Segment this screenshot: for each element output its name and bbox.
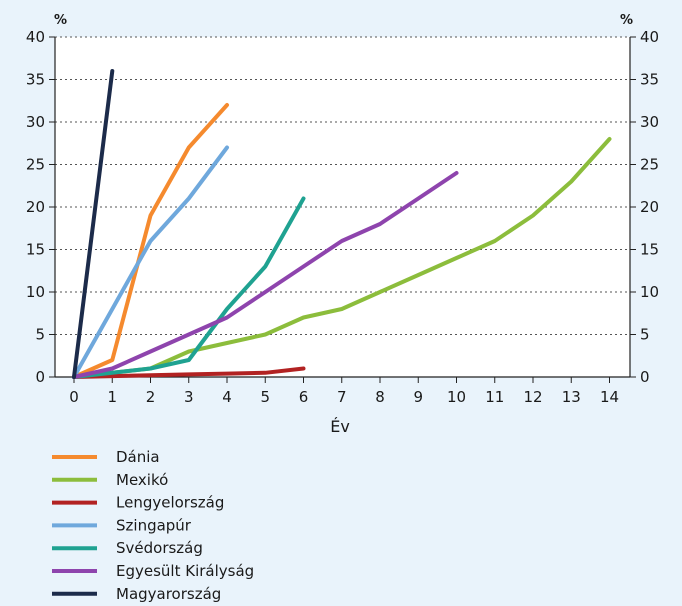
series-line-1 [72, 137, 612, 379]
y-tick-label-left: 20 [26, 198, 45, 216]
legend-label: Lengyelország [116, 494, 224, 512]
x-tick-label: 7 [337, 388, 347, 406]
x-tick-label: 1 [107, 388, 117, 406]
y-tick-label-left: 5 [35, 326, 45, 344]
x-tick-label: 3 [184, 388, 194, 406]
legend-label: Dánia [116, 448, 160, 466]
legend-label: Szingapúr [116, 516, 192, 534]
y-tick-label-left: 35 [26, 71, 45, 89]
y-tick-label-right: 25 [640, 156, 659, 174]
x-tick-label: 8 [375, 388, 385, 406]
y-tick-label-right: 30 [640, 113, 659, 131]
series-line-5 [72, 171, 459, 379]
x-tick-label: 2 [146, 388, 156, 406]
legend-label: Egyesült Királyság [116, 562, 254, 580]
y-unit-label-right: % [620, 13, 633, 28]
legend-label: Svédország [116, 539, 203, 557]
x-tick-label: 6 [299, 388, 309, 406]
series-line-6 [72, 69, 115, 379]
y-tick-label-left: 30 [26, 113, 45, 131]
series-line-3 [72, 145, 229, 379]
y-tick-label-left: 10 [26, 283, 45, 301]
y-tick-label-left: 0 [35, 368, 45, 386]
x-tick-label: 4 [222, 388, 232, 406]
series-line-0 [72, 103, 229, 379]
x-tick-label: 12 [523, 388, 542, 406]
y-tick-label-right: 10 [640, 283, 659, 301]
x-tick-label: 13 [562, 388, 581, 406]
x-tick-label: 0 [69, 388, 79, 406]
y-tick-label-right: 20 [640, 198, 659, 216]
series-line-4 [72, 196, 306, 379]
x-tick-label: 11 [485, 388, 504, 406]
y-tick-label-left: 15 [26, 241, 45, 259]
y-tick-label-right: 5 [640, 326, 650, 344]
x-tick-label: 10 [447, 388, 466, 406]
x-axis-title: Év [330, 417, 350, 436]
y-unit-label-left: % [54, 13, 67, 28]
legend-label: Mexikó [116, 471, 168, 489]
series-line-2 [72, 366, 306, 379]
x-tick-label: 5 [260, 388, 270, 406]
y-tick-label-left: 25 [26, 156, 45, 174]
y-tick-label-right: 0 [640, 368, 650, 386]
x-tick-label: 9 [413, 388, 423, 406]
legend-label: Magyarország [116, 585, 221, 603]
x-tick-label: 14 [600, 388, 619, 406]
y-tick-label-right: 15 [640, 241, 659, 259]
y-tick-label-right: 40 [640, 28, 659, 46]
y-tick-label-right: 35 [640, 71, 659, 89]
y-tick-label-left: 40 [26, 28, 45, 46]
